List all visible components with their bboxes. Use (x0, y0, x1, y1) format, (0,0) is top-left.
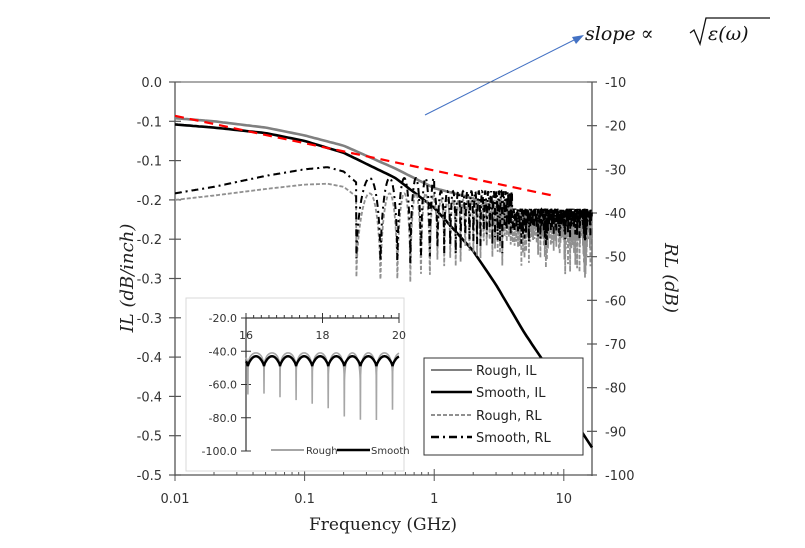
inset-legend-label-smooth: Smooth (371, 446, 410, 457)
x-tick-label: 10 (556, 492, 573, 507)
x-tick-label: 0.1 (294, 492, 315, 507)
y-right-tick-label: -80 (605, 382, 626, 397)
inset-x-tick-label: 18 (316, 329, 330, 342)
y-right-tick-label: -10 (605, 76, 626, 91)
annotation-arrow (424, 36, 581, 116)
x-tick-label: 1 (430, 492, 438, 507)
y-tick-label: -0.2 (137, 233, 162, 248)
y-right-tick-label: -100 (605, 469, 635, 484)
annotation: slope ∝ ε(ω) (424, 17, 770, 116)
x-ticks: 0.01 0.1 1 10 (161, 469, 573, 507)
annotation-slope: slope (585, 23, 636, 45)
inset-x-tick-label: 20 (392, 329, 406, 342)
y-tick-label: -0.1 (137, 115, 162, 130)
y-tick-label: -0.5 (137, 469, 162, 484)
svg-text:slope∝: slope ∝ (585, 23, 654, 45)
annotation-propto: ∝ (641, 23, 654, 45)
inset-y-tick-label: -60.0 (209, 379, 237, 392)
inset-y-tick-label: -20.0 (209, 312, 237, 325)
legend: Rough, IL Smooth, IL Rough, RL Smooth, R… (423, 357, 584, 456)
legend-label-rough-il: Rough, IL (476, 364, 537, 379)
y-tick-label: -0.5 (137, 430, 162, 445)
annotation-expr: ε(ω) (708, 23, 749, 45)
y-tick-label: -0.4 (137, 351, 162, 366)
series-group (174, 114, 594, 449)
y-right-tick-label: -70 (605, 338, 626, 353)
legend-label-smooth-rl: Smooth, RL (476, 431, 551, 446)
y-axis-label: IL (dB/inch) (117, 224, 138, 334)
inset-ticks: -20.0 -40.0 -60.0 -80.0 -100.0 16 18 20 (202, 312, 406, 458)
inset-series-rough (245, 352, 400, 421)
legend-frame (423, 357, 584, 456)
right-ticks: -10 -20 -30 -40 -50 -60 -70 -80 -90 -100 (587, 76, 635, 484)
annotation-sqrt-sign (689, 17, 770, 47)
y-right-tick-label: -50 (605, 251, 626, 266)
inset-y-tick-label: -100.0 (202, 445, 237, 458)
left-ticks: 0.0 -0.1 -0.1 -0.2 -0.2 -0.3 -0.3 -0.4 -0.4 -0.5 -… (137, 76, 181, 484)
y-tick-label: -0.2 (137, 194, 162, 209)
legend-label-rough-rl: Rough, RL (476, 409, 542, 424)
inset-y-tick-label: -40.0 (209, 345, 237, 358)
y-tick-label: -0.3 (137, 273, 162, 288)
y-right-tick-label: -90 (605, 425, 626, 440)
legend-label-smooth-il: Smooth, IL (476, 386, 546, 401)
inset-chart: -20.0 -40.0 -60.0 -80.0 -100.0 16 18 20 Rough S… (185, 297, 410, 472)
y-right-tick-label: -60 (605, 294, 626, 309)
y-right-tick-label: -20 (605, 120, 626, 135)
series-smooth-rl (175, 166, 593, 264)
series-slope-reference (174, 114, 555, 198)
inset-series (245, 352, 400, 421)
y-right-tick-label: -40 (605, 207, 626, 222)
inset-frame (185, 297, 405, 472)
y-tick-label: -0.3 (137, 312, 162, 327)
inset-legend-label-rough: Rough (306, 446, 338, 457)
y-right-tick-label: -30 (605, 163, 626, 178)
y-axis-right-label: RL (dB) (660, 242, 681, 313)
inset-x-tick-label: 16 (239, 329, 253, 342)
x-axis-label: Frequency (GHz) (309, 515, 457, 535)
axes (174, 81, 593, 476)
y-tick-label: -0.1 (137, 155, 162, 170)
inset-legend: Rough Smooth (271, 446, 410, 457)
series-smooth-il (174, 123, 594, 449)
y-tick-label: 0.0 (141, 76, 162, 91)
inset-y-tick-label: -80.0 (209, 412, 237, 425)
y-tick-label: -0.4 (137, 390, 162, 405)
inset-series-smooth (245, 355, 400, 367)
annotation-arrowhead (572, 35, 584, 44)
x-tick-label: 0.01 (161, 492, 190, 507)
